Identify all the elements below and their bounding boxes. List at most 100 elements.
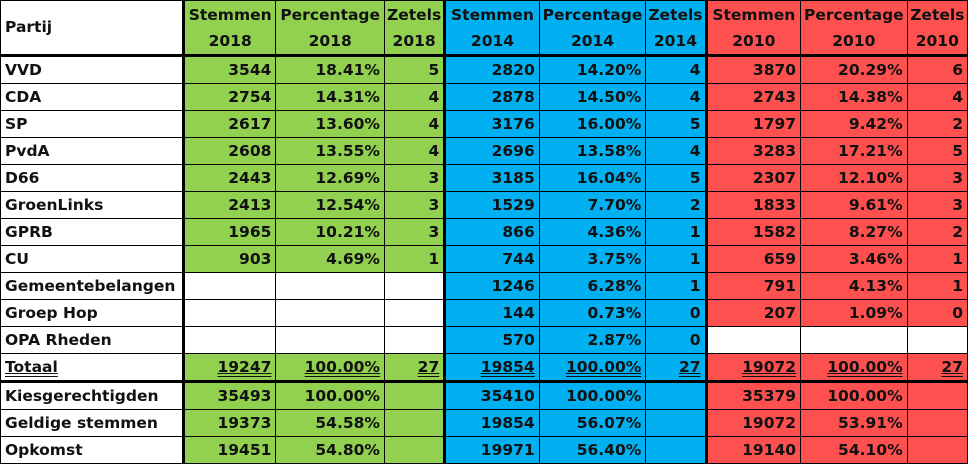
header-stemmen-2018: Stemmen 2018 xyxy=(181,0,277,57)
stemmen-2014-cell: 1529 xyxy=(443,191,540,219)
percentage-2018-cell: 18.41% xyxy=(275,55,385,84)
stemmen-2010-cell: 3870 xyxy=(704,55,802,84)
stemmen-2014-cell: 1246 xyxy=(443,272,540,300)
zetels-2018-cell xyxy=(383,436,446,464)
party-row: VVD 3544 18.41% 5 2820 14.20% 4 3870 20.29% 6 xyxy=(0,55,968,84)
stemmen-2018-cell xyxy=(181,299,277,327)
election-results-table: Partij Stemmen 2018 Percentage 2018 Zetels… xyxy=(0,0,968,464)
zetels-2018-cell: 4 xyxy=(383,137,446,165)
header-party: Partij xyxy=(0,0,184,57)
party-row: PvdA 2608 13.55% 4 2696 13.58% 4 3283 17.21% 5 xyxy=(0,137,968,165)
party-row: GroenLinks 2413 12.54% 3 1529 7.70% 2 1833 9.61%… xyxy=(0,191,968,219)
party-row: CDA 2754 14.31% 4 2878 14.50% 4 2743 14.38% 4 xyxy=(0,83,968,111)
zetels-2014-cell: 4 xyxy=(645,137,707,165)
percentage-2014-cell: 56.07% xyxy=(538,409,647,437)
percentage-2014-cell: 16.04% xyxy=(538,164,647,192)
stemmen-2018-cell: 2754 xyxy=(181,83,277,111)
party-name: Kiesgerechtigden xyxy=(0,381,184,410)
zetels-2014-cell: 1 xyxy=(645,272,707,300)
party-name: Geldige stemmen xyxy=(0,409,184,437)
zetels-2018-cell: 1 xyxy=(383,245,446,273)
zetels-2010-cell xyxy=(906,381,968,410)
header-percentage-2010: Percentage 2010 xyxy=(800,0,908,57)
percentage-2018-cell: 12.69% xyxy=(275,164,385,192)
stemmen-2018-cell: 1965 xyxy=(181,218,277,246)
stemmen-2014-cell: 744 xyxy=(443,245,540,273)
party-row: D66 2443 12.69% 3 3185 16.04% 5 2307 12.10% 3 xyxy=(0,164,968,192)
percentage-2010-cell: 9.61% xyxy=(800,191,908,219)
zetels-2018-cell: 4 xyxy=(383,110,446,138)
party-name: OPA Rheden xyxy=(0,326,184,354)
stemmen-2010-cell: 2307 xyxy=(704,164,802,192)
header-stemmen-2014: Stemmen 2014 xyxy=(443,0,540,57)
stats-row: Kiesgerechtigden 35493 100.00% 35410 100.00%… xyxy=(0,381,968,410)
stemmen-2010-cell: 2743 xyxy=(704,83,802,111)
zetels-2014-cell: 5 xyxy=(645,110,707,138)
percentage-2014-cell: 13.58% xyxy=(538,137,647,165)
zetels-2014-cell: 1 xyxy=(645,245,707,273)
stats-row: Geldige stemmen 19373 54.58% 19854 56.07% 190… xyxy=(0,409,968,437)
percentage-2018-cell: 4.69% xyxy=(275,245,385,273)
party-name: Groep Hop xyxy=(0,299,184,327)
zetels-2014-cell: 27 xyxy=(645,353,707,383)
zetels-2014-cell: 2 xyxy=(645,191,707,219)
stemmen-2014-cell: 19854 xyxy=(443,353,540,383)
party-name: PvdA xyxy=(0,137,184,165)
percentage-2014-cell: 3.75% xyxy=(538,245,647,273)
party-name: GPRB xyxy=(0,218,184,246)
stemmen-2018-cell: 19247 xyxy=(181,353,277,383)
total-row: Totaal 19247 100.00% 27 19854 100.00% 27 19072 1… xyxy=(0,353,968,383)
percentage-2018-cell: 100.00% xyxy=(275,353,385,383)
header-zetels-2014: Zetels 2014 xyxy=(645,0,707,57)
header-zetels-2018: Zetels 2018 xyxy=(383,0,446,57)
zetels-2018-cell: 3 xyxy=(383,218,446,246)
party-row: Groep Hop 144 0.73% 0 207 1.09% 0 xyxy=(0,299,968,327)
zetels-2010-cell: 2 xyxy=(906,110,968,138)
percentage-2018-cell xyxy=(275,326,385,354)
percentage-2010-cell: 14.38% xyxy=(800,83,908,111)
zetels-2018-cell: 3 xyxy=(383,164,446,192)
party-row: GPRB 1965 10.21% 3 866 4.36% 1 1582 8.27% 2 xyxy=(0,218,968,246)
stemmen-2014-cell: 866 xyxy=(443,218,540,246)
stemmen-2018-cell: 19373 xyxy=(181,409,277,437)
party-name: VVD xyxy=(0,55,184,84)
zetels-2014-cell: 0 xyxy=(645,326,707,354)
stemmen-2014-cell: 35410 xyxy=(443,381,540,410)
percentage-2010-cell: 17.21% xyxy=(800,137,908,165)
stemmen-2010-cell: 1797 xyxy=(704,110,802,138)
percentage-2014-cell: 100.00% xyxy=(538,353,647,383)
party-name: Gemeentebelangen xyxy=(0,272,184,300)
zetels-2010-cell: 4 xyxy=(906,83,968,111)
percentage-2010-cell: 12.10% xyxy=(800,164,908,192)
zetels-2018-cell xyxy=(383,381,446,410)
zetels-2010-cell: 5 xyxy=(906,137,968,165)
stemmen-2010-cell: 35379 xyxy=(704,381,802,410)
zetels-2018-cell: 4 xyxy=(383,83,446,111)
zetels-2014-cell: 4 xyxy=(645,55,707,84)
percentage-2010-cell: 53.91% xyxy=(800,409,908,437)
zetels-2010-cell: 3 xyxy=(906,164,968,192)
percentage-2014-cell: 100.00% xyxy=(538,381,647,410)
percentage-2014-cell: 6.28% xyxy=(538,272,647,300)
zetels-2010-cell: 6 xyxy=(906,55,968,84)
stats-row: Opkomst 19451 54.80% 19971 56.40% 19140 54.10% xyxy=(0,436,968,464)
percentage-2018-cell: 54.58% xyxy=(275,409,385,437)
stemmen-2014-cell: 3185 xyxy=(443,164,540,192)
zetels-2018-cell: 3 xyxy=(383,191,446,219)
zetels-2014-cell xyxy=(645,381,707,410)
stemmen-2010-cell: 207 xyxy=(704,299,802,327)
zetels-2010-cell: 27 xyxy=(906,353,968,383)
party-row: Gemeentebelangen 1246 6.28% 1 791 4.13% 1 xyxy=(0,272,968,300)
zetels-2018-cell xyxy=(383,299,446,327)
percentage-2014-cell: 2.87% xyxy=(538,326,647,354)
percentage-2014-cell: 16.00% xyxy=(538,110,647,138)
stemmen-2018-cell: 35493 xyxy=(181,381,277,410)
stemmen-2014-cell: 19971 xyxy=(443,436,540,464)
zetels-2018-cell: 27 xyxy=(383,353,446,383)
stemmen-2010-cell: 19140 xyxy=(704,436,802,464)
zetels-2014-cell: 1 xyxy=(645,218,707,246)
party-name: D66 xyxy=(0,164,184,192)
stemmen-2014-cell: 2696 xyxy=(443,137,540,165)
zetels-2018-cell xyxy=(383,409,446,437)
zetels-2014-cell: 0 xyxy=(645,299,707,327)
